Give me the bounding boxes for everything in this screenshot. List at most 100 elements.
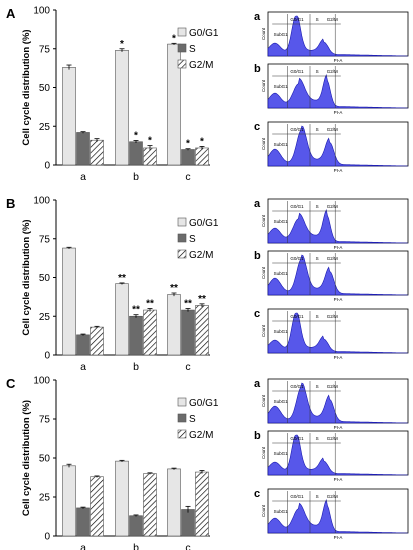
gate-label: SubG1 — [274, 219, 289, 224]
histogram-area — [267, 254, 408, 296]
y-tick-label: 0 — [44, 161, 50, 172]
gate-label: SubG1 — [274, 32, 289, 37]
gate-label: G2/M — [327, 127, 338, 132]
flow-histogram-c: c SubG1 G0/G1 S G2/M PI-A Count — [254, 488, 409, 540]
gate-label: S — [316, 384, 319, 389]
bar-g0g1 — [62, 67, 76, 166]
histogram-y-label: Count — [261, 504, 266, 517]
histogram-area — [267, 312, 408, 354]
histogram-label: b — [254, 250, 261, 262]
legend-label: G2/M — [189, 430, 213, 441]
gate-label: G2/M — [327, 204, 338, 209]
bar-g0g1 — [62, 247, 76, 356]
bar-g2m — [143, 473, 157, 537]
histogram-area — [267, 382, 408, 424]
gate-label: SubG1 — [274, 329, 289, 334]
gate-label: S — [316, 69, 319, 74]
legend-label: G2/M — [189, 60, 213, 71]
histogram-x-label: PI-A — [334, 297, 343, 302]
histogram-x-label: PI-A — [334, 110, 343, 115]
bar-g0g1 — [115, 283, 129, 356]
histogram-y-label: Count — [261, 324, 266, 337]
significance-mark: * — [134, 131, 138, 142]
legend-swatch — [177, 43, 187, 53]
x-tick-label: b — [133, 542, 139, 550]
panel-label: B — [6, 196, 15, 211]
bar-s — [181, 509, 195, 537]
legend-swatch — [177, 429, 187, 439]
y-axis-label: Cell cycle distribution (%) — [21, 29, 32, 145]
histogram-y-label: Count — [261, 394, 266, 407]
x-tick-label: a — [80, 542, 86, 550]
histogram-x-label: PI-A — [334, 58, 343, 63]
x-tick-label: a — [80, 361, 86, 373]
gate-label: SubG1 — [274, 142, 289, 147]
significance-mark: ** — [198, 294, 206, 305]
bar-g2m — [143, 147, 157, 166]
histogram-frame — [267, 250, 409, 296]
y-tick-label: 75 — [39, 415, 51, 426]
legend-label: G0/G1 — [189, 398, 219, 409]
significance-mark: * — [148, 136, 152, 147]
gate-label: G2/M — [327, 17, 338, 22]
histogram-frame — [267, 121, 409, 167]
y-axis-label: Cell cycle distribution (%) — [21, 219, 32, 335]
legend-swatch — [177, 413, 187, 423]
x-tick-label: c — [185, 361, 190, 373]
histogram-area — [267, 125, 408, 167]
significance-mark: * — [200, 136, 204, 147]
bar-g0g1 — [115, 460, 129, 537]
significance-mark: ** — [184, 299, 192, 310]
histogram-area — [267, 74, 408, 109]
bar-s — [181, 149, 195, 166]
gate-label: G2/M — [327, 69, 338, 74]
bar-g2m — [90, 326, 104, 356]
legend-swatch — [177, 249, 187, 259]
histogram-label: a — [254, 378, 261, 390]
histogram-label: b — [254, 430, 261, 442]
gate-label: S — [316, 494, 319, 499]
y-tick-label: 100 — [33, 6, 50, 17]
panel-label: A — [6, 6, 16, 21]
bar-s — [76, 507, 90, 537]
legend-swatch — [177, 397, 187, 407]
legend-label: S — [189, 234, 196, 245]
y-tick-label: 50 — [39, 454, 51, 465]
y-tick-label: 0 — [44, 351, 50, 362]
legend-label: S — [189, 44, 196, 55]
histogram-area — [267, 209, 408, 244]
y-tick-label: 75 — [39, 44, 51, 55]
legend-label: G0/G1 — [189, 28, 219, 39]
bar-g2m — [143, 309, 157, 356]
bar-s — [181, 309, 195, 356]
gate-label: G0/G1 — [290, 314, 304, 319]
gate-label: G0/G1 — [290, 256, 304, 261]
y-tick-label: 100 — [33, 376, 50, 387]
histogram-x-label: PI-A — [334, 535, 343, 540]
bar-chart-b: B Cell cycle distribution (%) 0 25 50 75 100 a b… — [6, 196, 219, 374]
gate-label: G0/G1 — [290, 204, 304, 209]
y-tick-label: 0 — [44, 532, 50, 543]
gate-label: S — [316, 436, 319, 441]
histogram-label: b — [254, 63, 261, 75]
legend-swatch — [177, 217, 187, 227]
histogram-label: c — [254, 488, 260, 500]
histogram-y-label: Count — [261, 266, 266, 279]
flow-histogram-b: b SubG1 G0/G1 S G2/M PI-A Count — [254, 250, 409, 302]
flow-histogram-a: a SubG1 G0/G1 S G2/M PI-A Count — [254, 378, 409, 430]
significance-mark: ** — [170, 283, 178, 294]
histogram-y-label: Count — [261, 446, 266, 459]
y-tick-label: 75 — [39, 234, 51, 245]
y-tick-label: 50 — [39, 273, 51, 284]
legend-swatch — [177, 233, 187, 243]
significance-mark: * — [120, 39, 124, 50]
gate-label: G0/G1 — [290, 69, 304, 74]
histogram-y-label: Count — [261, 27, 266, 40]
histogram-area — [267, 499, 408, 534]
x-tick-label: b — [133, 171, 139, 183]
significance-mark: ** — [118, 273, 126, 284]
x-tick-label: a — [80, 171, 86, 183]
histogram-x-label: PI-A — [334, 425, 343, 430]
x-tick-label: b — [133, 361, 139, 373]
flow-histogram-b: b SubG1 G0/G1 S G2/M PI-A Count — [254, 430, 409, 482]
